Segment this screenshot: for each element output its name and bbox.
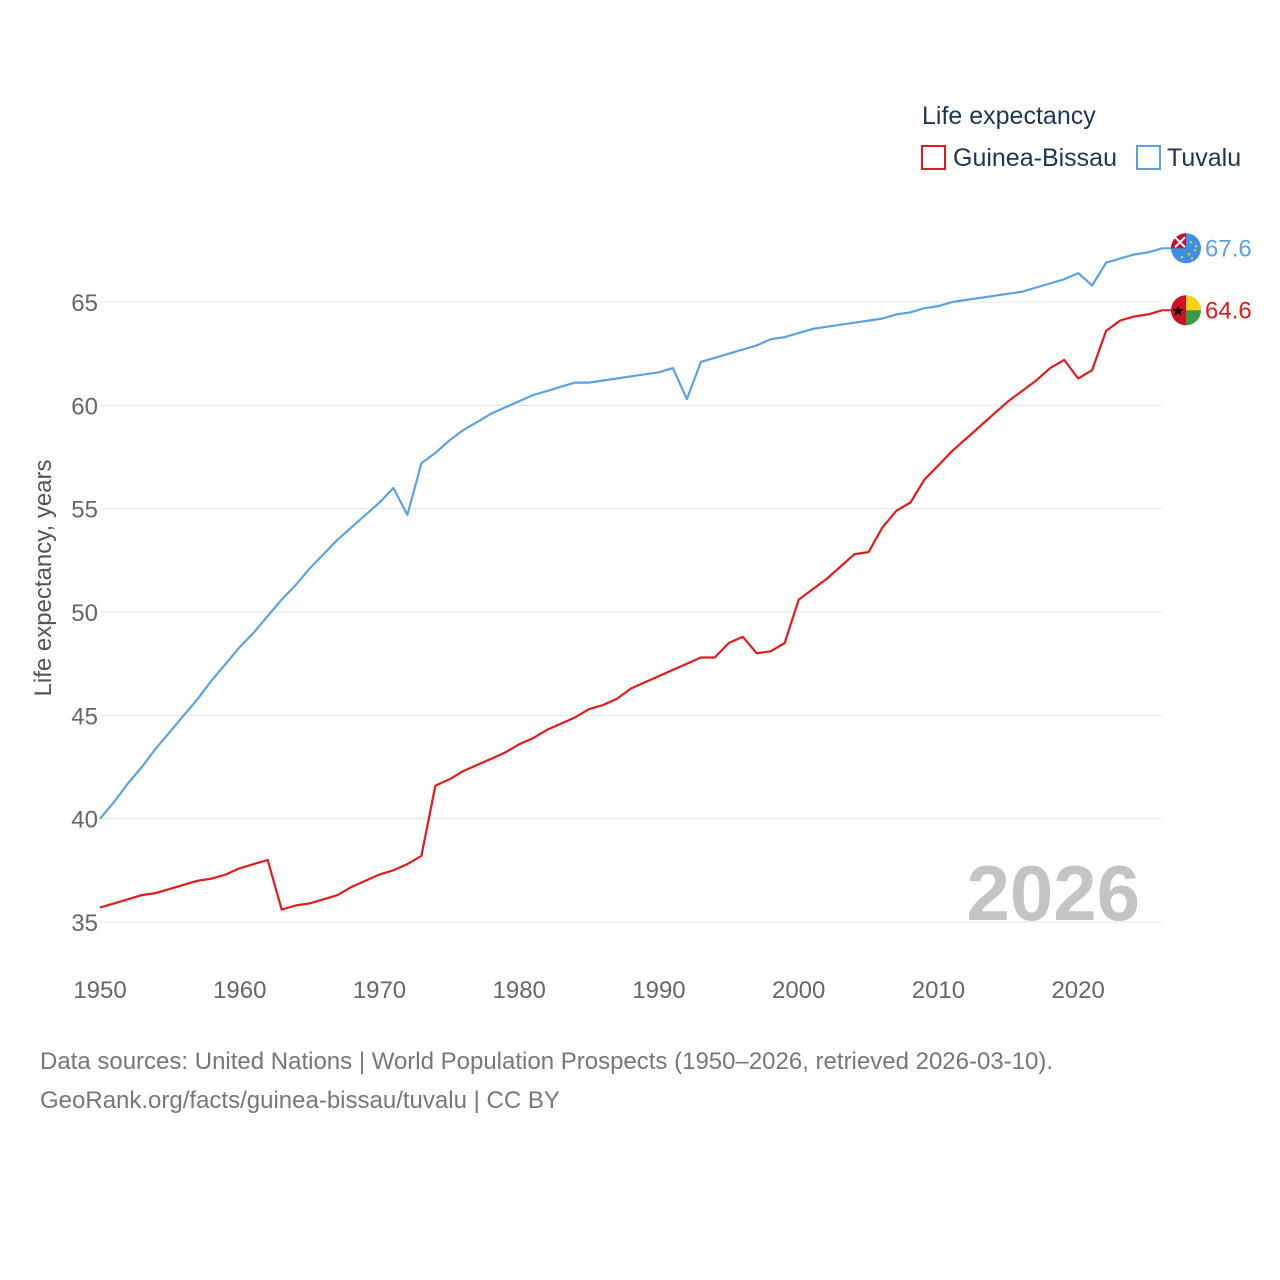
- y-tick-label: 50: [71, 600, 98, 627]
- series-end-markers: 64.6 67.6: [1162, 233, 1252, 326]
- y-tick-label: 35: [71, 910, 98, 937]
- end-value-label-tuvalu: 67.6: [1205, 235, 1252, 262]
- legend-label-guinea-bissau: Guinea-Bissau: [953, 144, 1117, 172]
- x-tick-label: 1990: [632, 977, 685, 1004]
- guinea-bissau-flag-icon: [1171, 295, 1201, 326]
- legend-swatch-tuvalu: [1136, 145, 1161, 170]
- legend-swatch-guinea-bissau: [921, 145, 946, 170]
- series-lines: [99, 247, 1163, 911]
- year-watermark: 2026: [966, 849, 1140, 937]
- x-axis-ticks: 1950 1960 1970 1980 1990 2000 2010 2020: [73, 977, 1105, 1004]
- end-value-label-guinea-bissau: 64.6: [1205, 297, 1252, 324]
- x-tick-label: 2010: [912, 977, 965, 1004]
- y-tick-label: 65: [71, 290, 98, 317]
- y-tick-label: 55: [71, 497, 98, 524]
- x-tick-label: 1960: [213, 977, 266, 1004]
- y-tick-label: 40: [71, 807, 98, 834]
- y-tick-label: 60: [71, 393, 98, 420]
- source-url[interactable]: GeoRank.org/facts/guinea-bissau/tuvalu |…: [40, 1087, 560, 1114]
- life-expectancy-chart: 35 40 45 50 55 60 65 1950 1960 1970 1980 1990 2000 2…: [30, 102, 1252, 1004]
- series-line-tuvalu: [99, 247, 1163, 820]
- gridlines: [100, 301, 1162, 923]
- source-footer: Data sources: United Nations | World Pop…: [40, 1042, 1260, 1120]
- y-tick-label: 45: [71, 703, 98, 730]
- x-tick-label: 2000: [772, 977, 825, 1004]
- y-axis-label: Life expectancy, years: [30, 459, 57, 696]
- y-axis-ticks: 35 40 45 50 55 60 65: [71, 290, 98, 937]
- x-tick-label: 1970: [353, 977, 406, 1004]
- x-tick-label: 1950: [73, 977, 126, 1004]
- tuvalu-flag-icon: [1171, 233, 1201, 264]
- source-text: Data sources: United Nations | World Pop…: [40, 1048, 1054, 1075]
- legend-title: Life expectancy: [922, 102, 1096, 130]
- series-line-guinea-bissau: [99, 309, 1163, 911]
- x-tick-label: 2020: [1051, 977, 1104, 1004]
- legend: Life expectancy Guinea-Bissau Tuvalu: [921, 102, 1241, 172]
- legend-label-tuvalu: Tuvalu: [1167, 144, 1241, 172]
- x-tick-label: 1980: [493, 977, 546, 1004]
